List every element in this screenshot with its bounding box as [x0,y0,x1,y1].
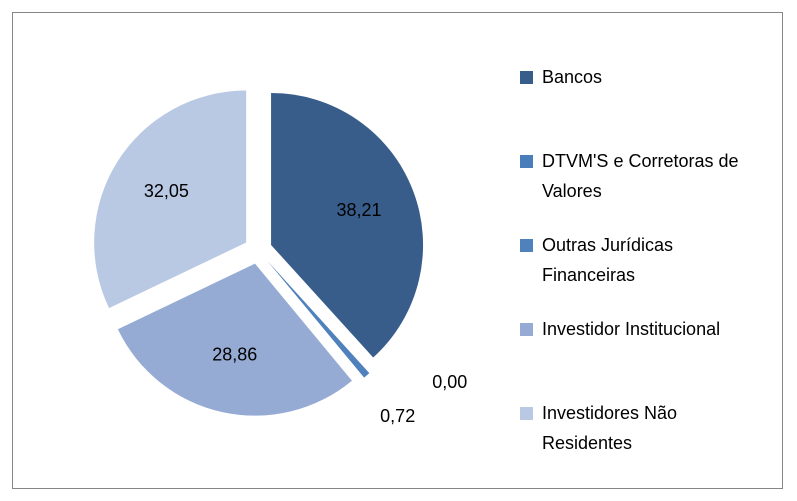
legend-swatch [520,407,533,420]
data-label: 28,86 [212,344,257,364]
legend-label: Bancos [542,67,603,87]
legend-label: DTVM'S e Corretoras de Valores [542,151,739,201]
legend: Bancos DTVM'S e Corretoras de Valores Outr… [518,62,768,482]
legend-label: Outras Jurídicas Financeiras [542,235,674,285]
chart-frame [12,12,783,489]
pie-slice [267,260,370,378]
pie-slice [117,263,352,416]
legend-swatch [520,323,533,336]
legend-label: Investidor Institucional [542,319,721,339]
legend-item: Bancos [518,62,768,146]
legend-swatch [520,239,533,252]
legend-label: Investidores Não Residentes [542,403,678,453]
legend-item: Outras Jurídicas Financeiras [518,230,768,314]
legend-item: Investidores Não Residentes [518,398,768,482]
pie-slice [271,92,424,358]
pie-slice [94,90,247,309]
legend-item: DTVM'S e Corretoras de Valores [518,146,768,230]
data-label: 0,72 [380,406,415,426]
legend-swatch [520,155,533,168]
data-label: 38,21 [336,200,381,220]
data-label: 32,05 [144,181,189,201]
legend-swatch [520,71,533,84]
legend-item: Investidor Institucional [518,314,768,398]
data-label: 0,00 [432,372,467,392]
